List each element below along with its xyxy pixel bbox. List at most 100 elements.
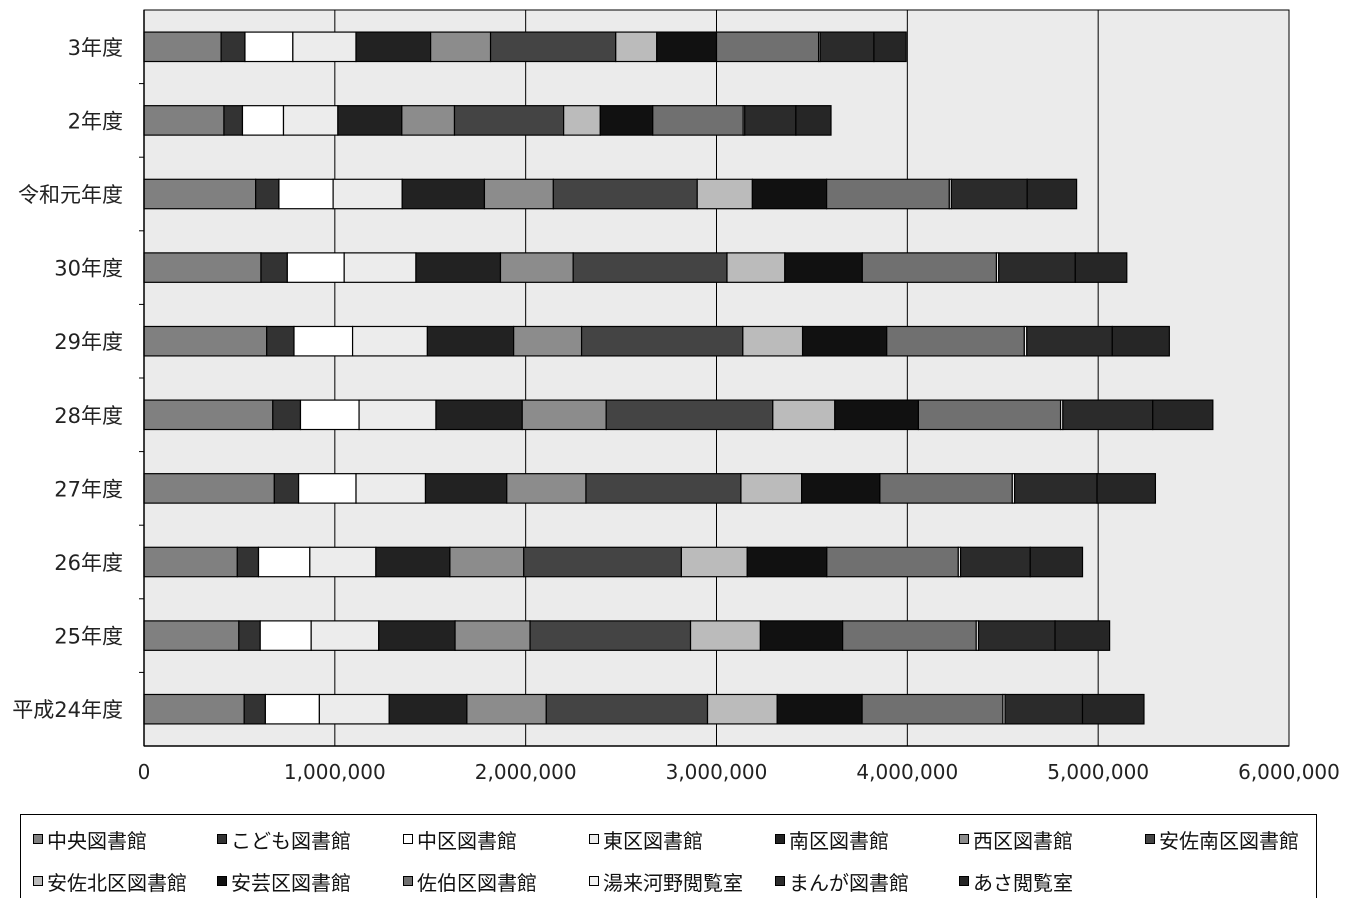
legend-item: 東区図書館: [589, 825, 703, 853]
bar-segment: [1029, 546, 1084, 578]
bar-segment: [143, 473, 275, 504]
category-label: 29年度: [54, 330, 123, 354]
legend-label: まんが図書館: [789, 870, 909, 895]
bar-segment: [1013, 473, 1098, 504]
bar-segment: [523, 546, 682, 578]
category-label: 令和元年度: [18, 183, 123, 207]
bar-segment: [424, 473, 508, 504]
bar-segment: [1096, 473, 1157, 504]
bar-segment: [143, 178, 257, 210]
x-tick-label: 5,000,000: [1047, 760, 1149, 784]
bar-segment: [293, 325, 354, 357]
legend-item: 安佐北区図書館: [33, 867, 187, 895]
legend-label: 中央図書館: [47, 828, 147, 853]
bar-segment: [272, 399, 302, 431]
bar-segment: [426, 325, 515, 357]
bar-segment: [715, 31, 820, 63]
legend-label: 安佐北区図書館: [47, 870, 187, 895]
legend-item: 中区図書館: [403, 825, 517, 853]
bar-segment: [599, 105, 654, 136]
bar-segment: [143, 399, 274, 431]
legend-swatch: [959, 876, 969, 886]
bar-segment: [521, 399, 607, 431]
category-label: 3年度: [68, 36, 123, 60]
bar-segment: [259, 620, 312, 651]
bar-segment: [343, 252, 417, 283]
x-tick-label: 0: [138, 760, 151, 784]
bar-segment: [742, 325, 804, 357]
legend-item: 湯来河野閲覧室: [589, 867, 743, 895]
bar-segment: [656, 31, 718, 63]
legend-label: 湯来河野閲覧室: [603, 870, 743, 895]
bar-segment: [795, 105, 832, 136]
bar-segment: [337, 105, 403, 136]
bar-segment: [746, 546, 828, 578]
x-tick-label: 3,000,000: [666, 760, 768, 784]
bar-segment: [223, 105, 244, 136]
legend: 中央図書館 こども図書館 中区図書館 東区図書館 南区図書館 西区図書館 安佐南区図書館安佐…: [20, 814, 1317, 898]
legend-swatch: [775, 834, 785, 844]
legend-item: 安佐南区図書館: [1145, 825, 1299, 853]
bar-segment: [143, 325, 268, 357]
bar-segment: [917, 399, 1062, 431]
bar-segment: [499, 252, 574, 283]
bar-segment: [696, 178, 753, 210]
bar-segment: [744, 105, 797, 136]
bar-segment: [255, 178, 280, 210]
bar-segment: [772, 399, 836, 431]
bar-segment: [689, 620, 761, 651]
legend-item: こども図書館: [217, 825, 351, 853]
bar-segment: [358, 399, 437, 431]
bar-segment: [776, 693, 863, 725]
bar-segment: [483, 178, 554, 210]
bar-segment: [375, 546, 451, 578]
bar-segment: [449, 546, 525, 578]
bar-segment: [292, 31, 357, 63]
legend-swatch: [217, 834, 227, 844]
bar-segment: [1026, 325, 1113, 357]
x-tick-label: 2,000,000: [475, 760, 577, 784]
legend-label: あさ閲覧室: [973, 870, 1073, 895]
bar-segment: [351, 325, 428, 357]
legend-item: 佐伯区図書館: [403, 867, 537, 895]
legend-swatch: [403, 876, 413, 886]
bar-segment: [466, 693, 547, 725]
bar-segment: [453, 105, 565, 136]
legend-swatch: [217, 876, 227, 886]
bar-segment: [652, 105, 744, 136]
bar-segment: [819, 31, 875, 63]
category-label: 30年度: [54, 257, 123, 281]
bar-segment: [959, 546, 1031, 578]
bar-segment: [489, 31, 617, 63]
legend-label: 東区図書館: [603, 828, 703, 853]
bar-segment: [430, 31, 492, 63]
bar-segment: [826, 546, 959, 578]
bar-segment: [143, 546, 238, 578]
bar-segment: [740, 473, 803, 504]
legend-label: 南区図書館: [789, 828, 889, 853]
legend-label: 安芸区図書館: [231, 870, 351, 895]
bar-segment: [309, 546, 377, 578]
bar-segment: [297, 473, 357, 504]
bar-segment: [1152, 399, 1214, 431]
legend-label: 西区図書館: [973, 828, 1073, 853]
bars: [143, 31, 1214, 725]
bar-segment: [401, 178, 486, 210]
bar-segment: [563, 105, 601, 136]
bar-segment: [842, 620, 977, 651]
bar-segment: [143, 620, 240, 651]
bar-segment: [998, 252, 1076, 283]
bar-segment: [1074, 252, 1128, 283]
category-label: 26年度: [54, 551, 123, 575]
bar-segment: [506, 473, 587, 504]
category-label: 28年度: [54, 404, 123, 428]
bar-segment: [355, 31, 432, 63]
bar-segment: [580, 325, 744, 357]
legend-label: 安佐南区図書館: [1159, 828, 1299, 853]
bar-segment: [545, 693, 709, 725]
bar-segment: [143, 31, 222, 63]
bar-segment: [1062, 399, 1154, 431]
bar-segment: [615, 31, 658, 63]
bar-segment: [378, 620, 456, 651]
